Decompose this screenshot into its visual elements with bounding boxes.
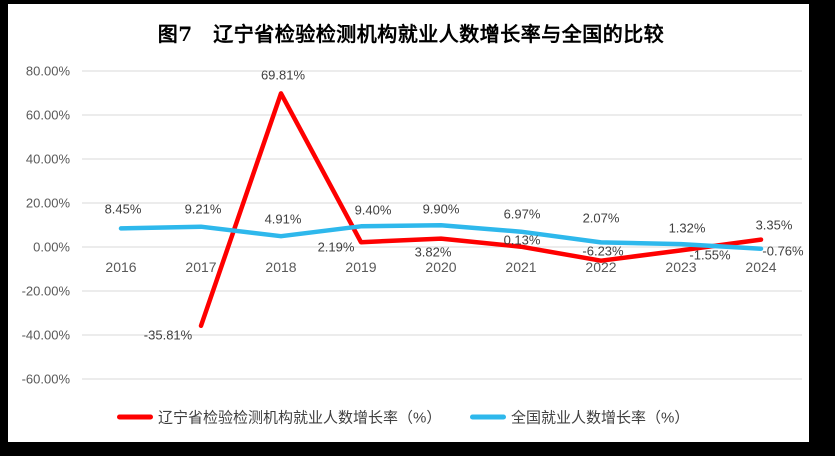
y-tick-label: -60.00% (21, 371, 70, 387)
x-year-label: 2023 (665, 259, 697, 275)
chart-title: 图7 辽宁省检验检测机构就业人数增长率与全国的比较 (157, 22, 665, 46)
legend-label-national: 全国就业人数增长率（%） (511, 409, 690, 427)
y-tick-label: 80.00% (25, 63, 70, 79)
x-year-label: 2020 (425, 259, 457, 275)
data-label: 9.21% (184, 201, 222, 217)
data-label: 8.45% (104, 201, 142, 217)
data-label: -0.76% (762, 243, 804, 259)
legend-swatch-red-line (117, 414, 153, 420)
data-label: 3.82% (414, 244, 452, 260)
x-year-label: 2016 (105, 259, 137, 275)
legend-swatch-blue-line (470, 414, 506, 420)
data-label: 0.13% (503, 232, 541, 248)
y-tick-label: 0.00% (33, 239, 70, 255)
legend-label-liaoning: 辽宁省检验检测机构就业人数增长率（%） (158, 409, 442, 427)
x-year-label: 2022 (585, 259, 617, 275)
data-label: 9.40% (354, 202, 392, 218)
legend-item-liaoning-series: 辽宁省检验检测机构就业人数增长率（%） (117, 407, 441, 428)
data-label: -6.23% (582, 243, 624, 259)
data-label: 4.91% (264, 211, 302, 227)
data-label: 6.97% (503, 206, 541, 222)
data-label: 2.19% (317, 239, 355, 255)
x-year-label: 2021 (505, 259, 537, 275)
data-label: -35.81% (143, 327, 193, 343)
data-label: 3.35% (755, 217, 793, 233)
series-line-1 (118, 222, 764, 251)
series-line-0 (198, 91, 764, 329)
y-tick-label: -40.00% (21, 327, 70, 343)
y-tick-label: 40.00% (25, 151, 70, 167)
x-year-label: 2018 (265, 259, 297, 275)
y-tick-label: 60.00% (25, 107, 70, 123)
data-label: 1.32% (668, 220, 706, 236)
y-tick-label: -20.00% (21, 283, 70, 299)
data-label: 2.07% (582, 210, 620, 226)
x-year-label: 2019 (345, 259, 377, 275)
data-label: 9.90% (422, 201, 460, 217)
y-tick-label: 20.00% (25, 195, 70, 211)
chart-background (8, 4, 809, 442)
x-year-label: 2017 (185, 259, 217, 275)
x-year-label: 2024 (745, 259, 777, 275)
data-label: -1.55% (689, 247, 731, 263)
data-label: 69.81% (260, 67, 306, 83)
legend-item-national-series: 全国就业人数增长率（%） (470, 407, 689, 428)
